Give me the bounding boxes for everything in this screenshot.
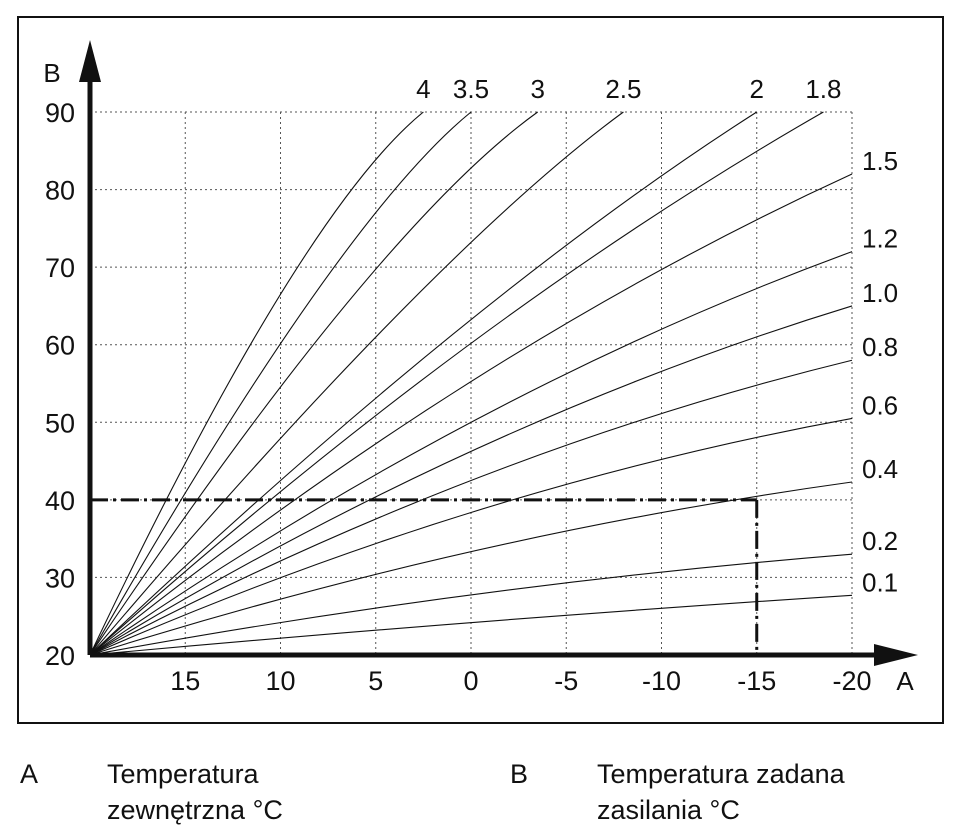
- curve-2: [89, 111, 758, 656]
- y-tick-label: 90: [45, 98, 75, 128]
- curve-label-1.5: 1.5: [862, 146, 898, 176]
- y-tick-label: 40: [45, 486, 75, 516]
- legend-b-line2: zasilania °C: [597, 795, 740, 825]
- legend: A Temperatura zewnętrzna °C B Temperatur…: [0, 740, 970, 837]
- curve-1.0: [89, 305, 853, 656]
- curve-label-0.8: 0.8: [862, 332, 898, 362]
- x-axis-title: A: [896, 666, 914, 696]
- axes: [79, 40, 918, 666]
- curve-3: [89, 111, 538, 656]
- curve-label-2: 2: [750, 74, 764, 104]
- x-tick-label: -20: [832, 666, 871, 696]
- y-axis-arrow: [79, 40, 101, 82]
- curve-label-1.8: 1.8: [805, 74, 841, 104]
- heating-curve-chart: B A 20 30 40 50 60 70 80 90 15 10 5 0 -5 -10 -15 -20 0.1 0…: [17, 16, 944, 724]
- y-tick-label: 80: [45, 176, 75, 206]
- curve-label-0.4: 0.4: [862, 454, 898, 484]
- curve-label-0.1: 0.1: [862, 567, 898, 597]
- curve-2.5: [89, 111, 624, 656]
- curve-0.8: [89, 359, 853, 656]
- curve-labels: 0.1 0.2 0.4 0.6 0.8 1.0 1.2 1.5 1.8 2 2.5 3 3.5 4: [416, 74, 898, 597]
- reference-guide: [90, 498, 759, 655]
- curve-label-4: 4: [416, 74, 430, 104]
- y-tick-label: 60: [45, 331, 75, 361]
- x-tick-label: 15: [170, 666, 200, 696]
- x-tick-label: 5: [368, 666, 383, 696]
- x-axis-arrow: [874, 644, 918, 666]
- legend-text-a: Temperatura zewnętrzna °C: [107, 756, 283, 828]
- legend-text-b: Temperatura zadana zasilania °C: [597, 756, 845, 828]
- legend-a-line1: Temperatura: [107, 759, 259, 789]
- legend-key-a: A: [20, 759, 39, 789]
- curve-0.2: [89, 553, 853, 656]
- y-tick-label: 70: [45, 253, 75, 283]
- curve-label-1.2: 1.2: [862, 224, 898, 254]
- legend-b-line1: Temperatura zadana: [597, 759, 845, 789]
- curve-1.5: [89, 173, 853, 656]
- chart-border: [17, 16, 944, 724]
- curve-label-3.5: 3.5: [453, 74, 489, 104]
- curve-1.8: [89, 111, 824, 656]
- legend-key-b: B: [510, 759, 529, 789]
- curve-1.2: [89, 251, 853, 656]
- curve-label-0.2: 0.2: [862, 526, 898, 556]
- grid: [90, 111, 853, 655]
- legend-a-line2: zewnętrzna °C: [107, 795, 283, 825]
- curve-label-3: 3: [530, 74, 544, 104]
- y-tick-label: 50: [45, 408, 75, 438]
- y-tick-label: 30: [45, 563, 75, 593]
- curve-label-2.5: 2.5: [605, 74, 641, 104]
- curve-0.1: [89, 594, 853, 656]
- curve-4: [89, 111, 424, 656]
- curve-0.6: [89, 417, 853, 656]
- x-tick-label: -5: [554, 666, 578, 696]
- curve-label-1.0: 1.0: [862, 278, 898, 308]
- x-tick-label: 10: [265, 666, 295, 696]
- curve-3.5: [89, 111, 472, 656]
- x-tick-label: -15: [737, 666, 776, 696]
- y-tick-label: 20: [45, 641, 75, 671]
- x-tick-label: 0: [463, 666, 478, 696]
- x-tick-label: -10: [642, 666, 681, 696]
- y-axis-title: B: [43, 58, 60, 88]
- curve-label-0.6: 0.6: [862, 390, 898, 420]
